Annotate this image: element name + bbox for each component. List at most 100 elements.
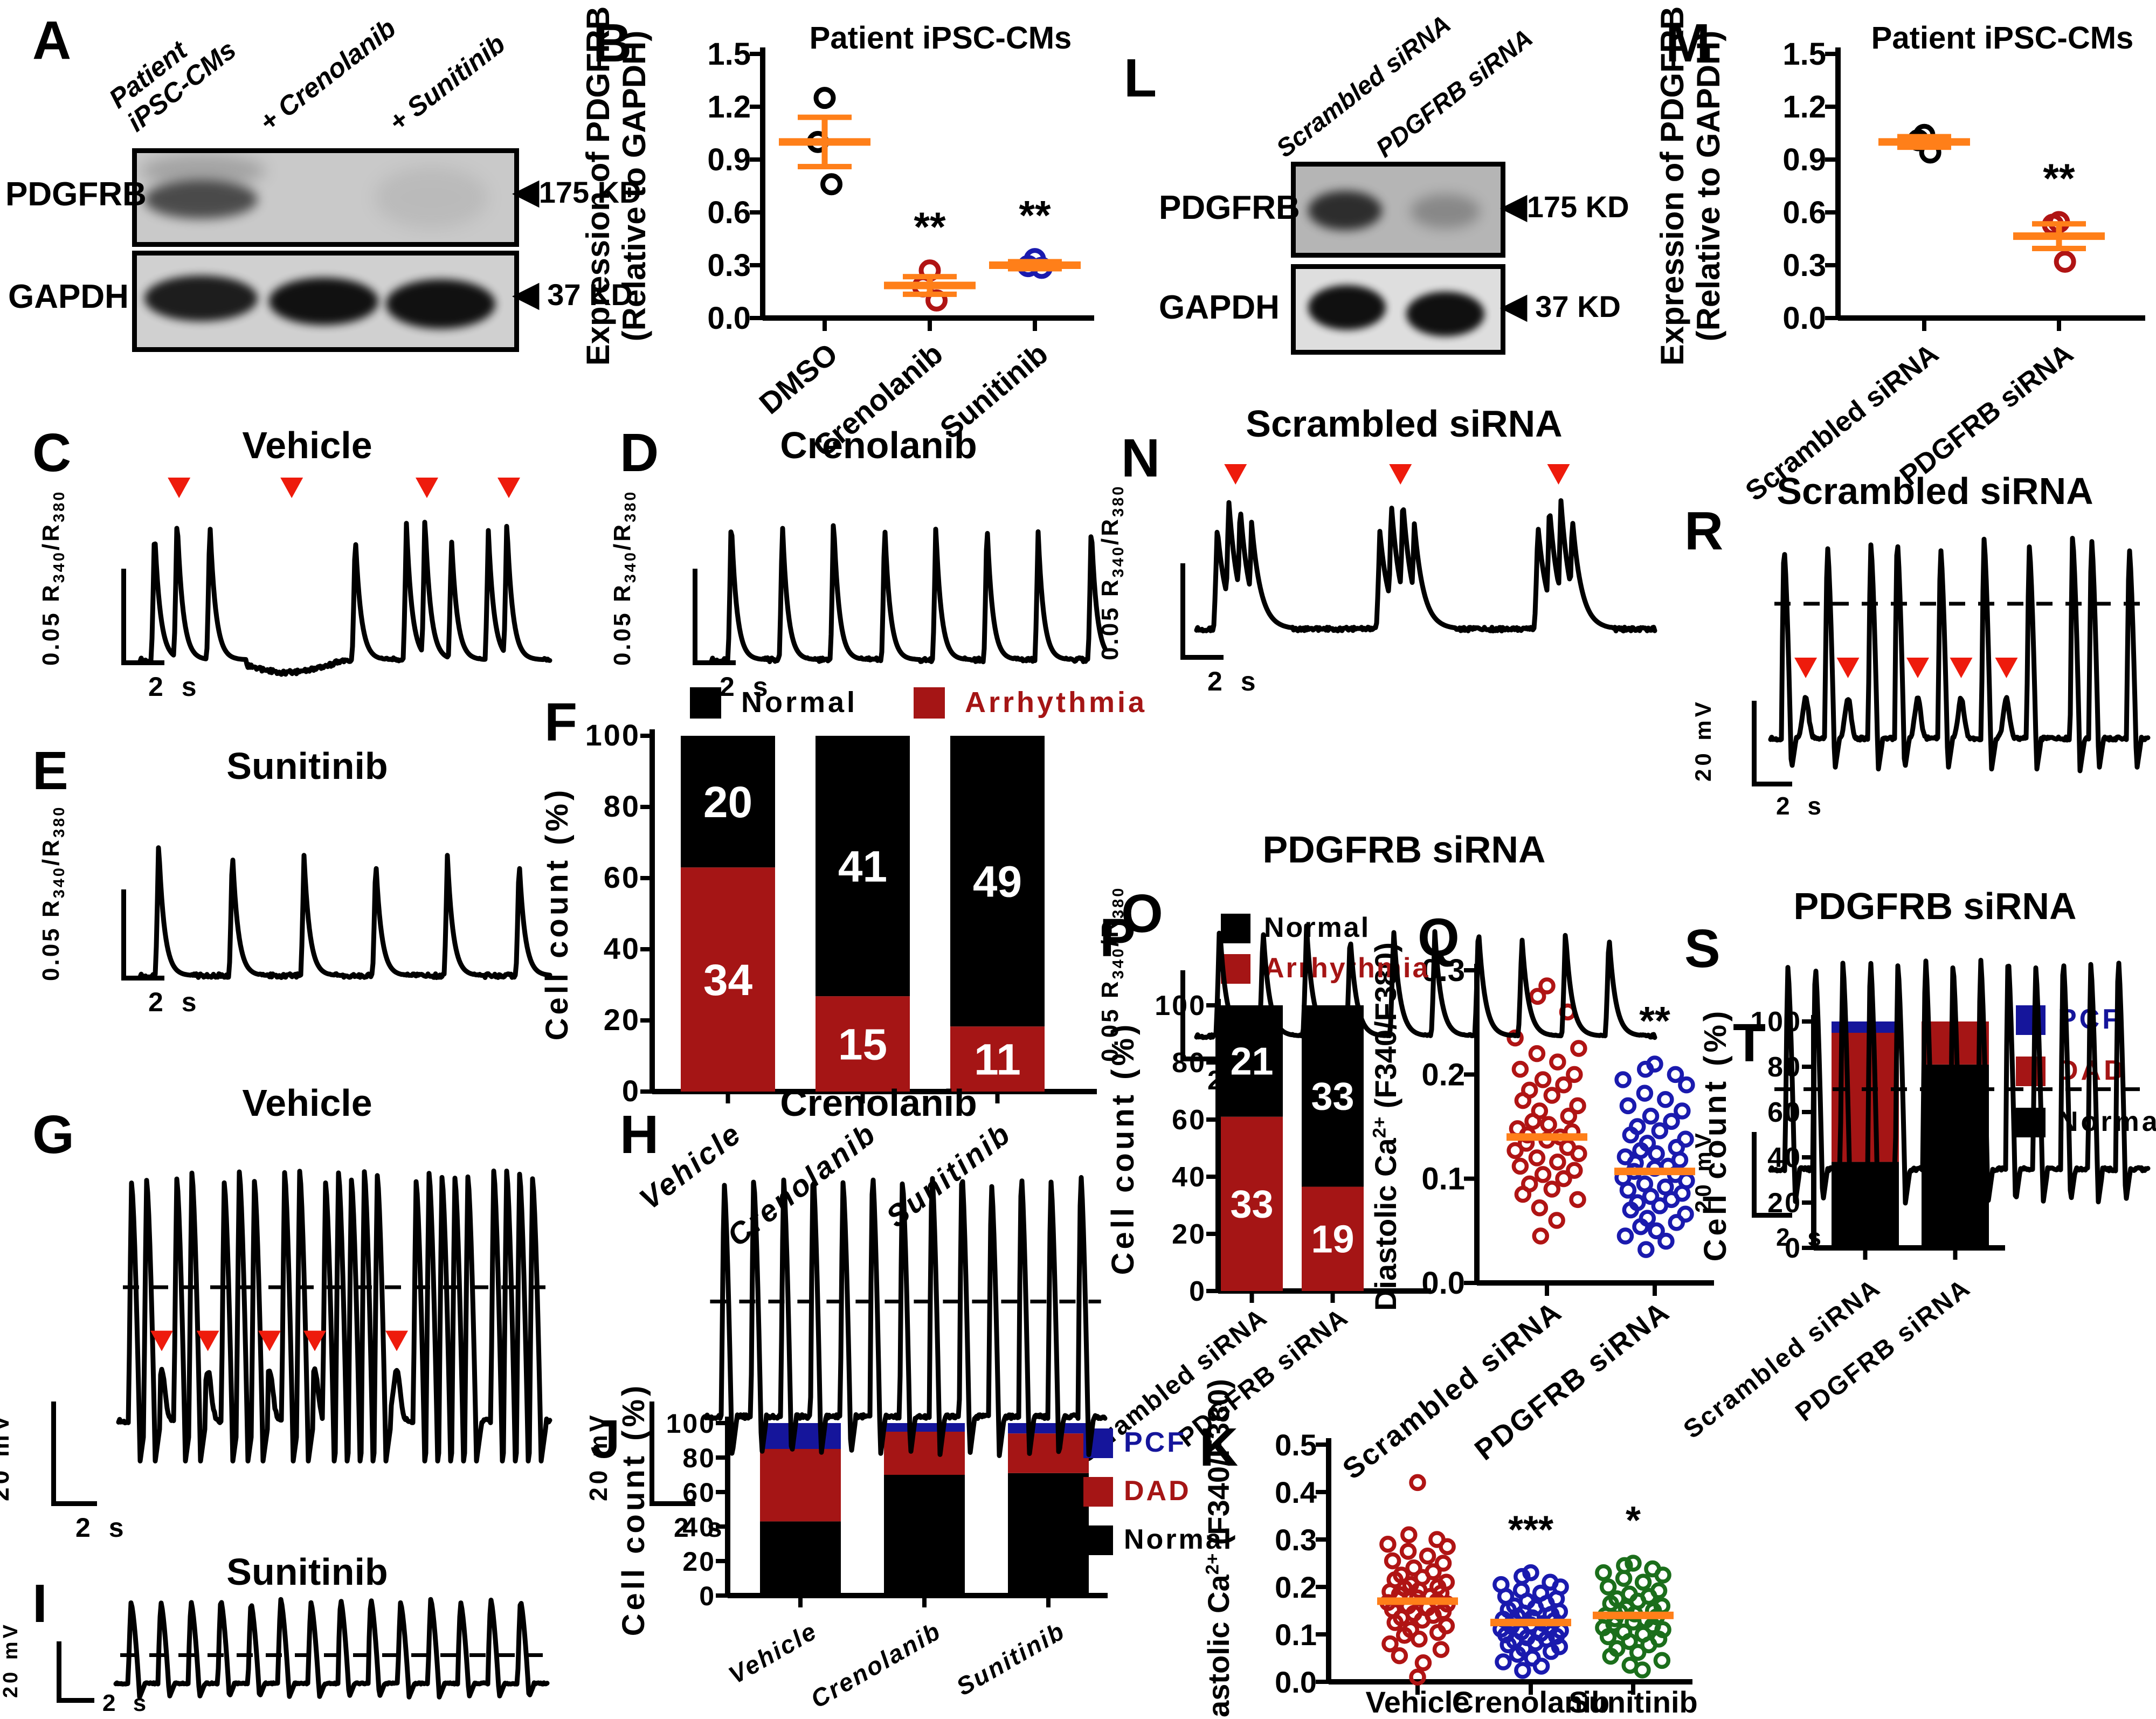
gapdh-row-label: GAPDH [8,278,129,315]
arrowhead-left-icon: ◀ [1501,188,1527,225]
svg-text:60: 60 [604,860,640,894]
mv-scale-label: 20 mV [1690,699,1716,782]
svg-text:**: ** [2043,156,2075,202]
blot-band [269,277,378,326]
arrowhead-left-icon: ◀ [513,275,539,313]
scale-bar-horizontal [1180,1057,1224,1061]
panel-n-letter: N [1121,428,1160,488]
lane-label-crenolanib: + Crenolanib [253,12,402,138]
mv-scale-label: 20 mV [1690,1130,1716,1213]
svg-text:34: 34 [703,956,753,1005]
panel-r-letter: R [1684,501,1724,561]
mv-scale-label: 20 mV [584,1412,612,1501]
ca-scale-label: 0.05 R340/R380 [38,805,68,981]
panel-o-letter: O [1121,883,1163,944]
svg-text:40: 40 [604,931,640,965]
panel-d-title: Crenolanib [780,424,977,466]
svg-text:Normal: Normal [1124,1524,1233,1555]
lane-label-sunitinib: + Sunitinib [383,28,511,138]
svg-text:Crenolanib: Crenolanib [1452,1685,1609,1719]
svg-text:0.1: 0.1 [1421,1162,1465,1197]
panel-i-letter: I [32,1573,47,1634]
panel-p-letter: P [1100,908,1136,968]
panel-n-title: Scrambled siRNA [1246,403,1563,445]
ca-scale-label: 0.05 R340/R380 [1097,484,1127,660]
svg-text:Expression of PDGFRB: Expression of PDGFRB [580,6,616,366]
svg-text:0.3: 0.3 [1275,1523,1317,1557]
panel-n-trace [1194,464,1657,633]
svg-text:Sunitinib: Sunitinib [951,1617,1070,1701]
svg-text:0.1: 0.1 [1275,1618,1317,1652]
time-scale-label: 2 s [1776,1223,1827,1251]
svg-text:Expression of PDGFRB: Expression of PDGFRB [1654,6,1690,366]
pdgfrb-blot-image [1291,162,1505,258]
panel-g-trace [116,1168,552,1463]
blot-band [1308,190,1382,231]
svg-text:Diastolic Ca2+ (F340/F380): Diastolic Ca2+ (F340/F380) [1201,1379,1235,1719]
svg-text:0.9: 0.9 [1782,142,1826,177]
blot-band [386,279,495,329]
svg-text:100: 100 [585,718,640,752]
panel-a-letter: A [32,10,72,71]
svg-text:*: * [1626,1499,1641,1542]
time-scale-label: 2 s [148,987,202,1017]
panel-h-letter: H [620,1104,659,1165]
svg-text:33: 33 [1230,1183,1273,1226]
arrowhead-left-icon: ◀ [1501,287,1527,325]
scale-bar-vertical [1752,1132,1757,1213]
svg-text:***: *** [1508,1509,1553,1552]
panel-m-chart: 1.5 1.2 0.9 0.6 0.3 0.0 Expression of PDGFRB (R… [1654,6,2145,507]
svg-text:Diastolic Ca2+ (F340/F380): Diastolic Ca2+ (F340/F380) [1369,942,1402,1311]
panel-c-trace [137,478,552,677]
svg-text:Cell count (%): Cell count (%) [616,1383,651,1637]
mv-scale-label: 20 mV [0,1412,14,1501]
panel-i-title: Sunitinib [226,1551,388,1593]
scale-bar-horizontal [1752,782,1792,786]
panel-e-letter: E [32,741,68,801]
svg-text:19: 19 [1311,1218,1354,1261]
panel-m-letter: M [1666,13,1711,73]
pdgfrb-row-label: PDGFRB [5,176,147,213]
scale-bar-vertical [1180,563,1185,655]
svg-text:0: 0 [622,1074,640,1108]
panel-c-title: Vehicle [242,424,372,466]
panel-h-trace [703,1175,1108,1458]
svg-text:20: 20 [703,778,752,827]
svg-text:0.3: 0.3 [1782,248,1826,283]
blot-band [144,180,258,219]
svg-text:20: 20 [604,1003,640,1037]
gapdh-blot-image [1291,264,1505,355]
ca-scale-label: 0.05 R340/R380 [609,489,639,666]
svg-text:DAD: DAD [1124,1475,1191,1507]
svg-text:40: 40 [1172,1162,1206,1193]
svg-text:0: 0 [699,1581,716,1611]
svg-text:Normal: Normal [2058,1106,2156,1137]
svg-text:49: 49 [973,857,1022,906]
svg-text:Patient iPSC-CMs: Patient iPSC-CMs [810,20,1072,56]
svg-text:0.0: 0.0 [1275,1665,1317,1699]
svg-text:20: 20 [682,1547,716,1577]
svg-text:Patient iPSC-CMs: Patient iPSC-CMs [1871,20,2134,56]
svg-text:21: 21 [1230,1040,1273,1083]
panel-t-letter: T [1733,1013,1766,1073]
panel-c-letter: C [32,423,72,483]
svg-text:0: 0 [1189,1276,1206,1307]
panel-j-letter: J [590,1409,620,1469]
time-scale-label: 2 s [674,1513,728,1543]
scale-bar-vertical [51,1402,56,1501]
svg-text:0.0: 0.0 [707,301,751,336]
svg-text:1.5: 1.5 [1782,37,1826,72]
svg-text:33: 33 [1311,1075,1354,1118]
blot-band [1406,292,1484,336]
panel-b-letter: B [593,13,632,73]
svg-text:PCF: PCF [1124,1427,1186,1458]
panel-e-title: Sunitinib [226,745,388,787]
time-scale-label: 2 s [75,1513,129,1543]
panel-f-letter: F [544,692,578,753]
lane-label-scrambled: Scrambled siRNA [1270,9,1456,163]
panel-r-trace [1768,536,2151,774]
svg-text:Vehicle: Vehicle [1365,1685,1469,1719]
panel-e-trace [137,845,552,981]
svg-text:20: 20 [1172,1219,1206,1250]
